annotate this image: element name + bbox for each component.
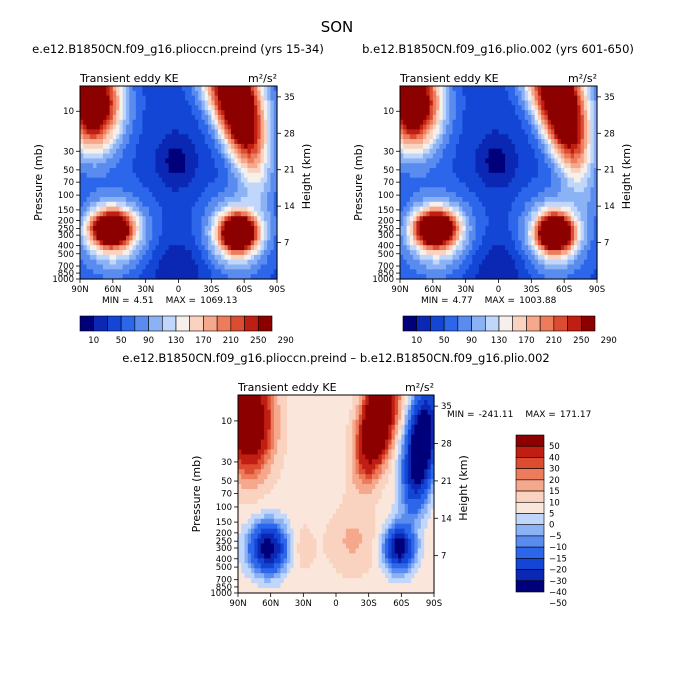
pressure-tick-label: 50 [63, 166, 74, 176]
pressure-tick-label: 100 [58, 191, 74, 201]
height-tick-label: 7 [604, 239, 609, 249]
latitude-tick-label: 60N [104, 285, 121, 295]
pressure-tick-label: 30 [63, 147, 74, 157]
latitude-tick-label: 60N [424, 285, 441, 295]
pressure-tick-label: 300 [378, 231, 394, 241]
figure-title: SON [321, 18, 354, 36]
latitude-axis: 90N 60N 30N 0 30S 60S 90S [391, 279, 605, 295]
pressure-tick-label: 150 [58, 206, 74, 216]
panel-title: b.e12.B1850CN.f09_g16.plio.002 (yrs 601-… [362, 42, 634, 56]
pressure-tick-label: 150 [378, 206, 394, 216]
height-tick-label: 7 [284, 239, 289, 249]
max-label: MAX = [166, 296, 197, 306]
pressure-tick-label: 30 [383, 147, 394, 157]
pressure-tick-label: 100 [378, 191, 394, 201]
height-axis-title: Height (km) [300, 144, 313, 210]
height-tick-label: 14 [604, 202, 615, 212]
pressure-tick-label: 300 [58, 231, 74, 241]
pressure-tick-label: 500 [58, 250, 74, 260]
field-cells [400, 86, 598, 280]
latitude-tick-label: 0 [496, 285, 501, 295]
max-value: 1003.88 [519, 296, 556, 306]
variable-label: Transient eddy KE [399, 72, 499, 85]
height-axis: 35 28 21 14 7 [277, 93, 295, 249]
min-value: 4.51 [134, 296, 154, 306]
min-max-readout: MIN = 4.51 MAX =1069.13 [102, 296, 237, 306]
latitude-tick-label: 30N [137, 285, 154, 295]
latitude-axis: 90N 60N 30N 0 30S 60S 90S [71, 279, 285, 295]
min-max-text: MIN = 4.77 MAX =1003.88 [421, 296, 557, 306]
min-label: MIN = [102, 296, 130, 306]
height-tick-label: 14 [284, 202, 295, 212]
latitude-tick-label: 90N [391, 285, 408, 295]
pressure-tick-label: 1000 [52, 275, 74, 285]
pressure-tick-label: 10 [63, 107, 74, 117]
height-tick-label: 21 [284, 166, 295, 176]
latitude-tick-label: 30S [203, 285, 219, 295]
latitude-tick-label: 30S [523, 285, 539, 295]
panel-title: e.e12.B1850CN.f09_g16.plioccn.preind (yr… [32, 42, 324, 56]
max-label: MAX = [485, 296, 516, 306]
min-max-text: MIN = 4.51 MAX =1069.13 [102, 296, 237, 306]
pressure-axis-title: Pressure (mb) [32, 144, 45, 221]
latitude-tick-label: 60S [556, 285, 572, 295]
latitude-tick-label: 90N [71, 285, 88, 295]
latitude-tick-label: 30N [457, 285, 474, 295]
panel-b: 1030507010015020025030040050070085010003… [352, 42, 634, 306]
height-tick-label: 35 [284, 93, 295, 103]
latitude-tick-label: 0 [176, 285, 181, 295]
pressure-axis-title: Pressure (mb) [352, 144, 365, 221]
max-value: 1069.13 [200, 296, 237, 306]
pressure-tick-label: 1000 [372, 275, 394, 285]
pressure-tick-label: 10 [383, 107, 394, 117]
pressure-tick-label: 70 [383, 178, 394, 188]
units-label: m²/s² [568, 72, 597, 85]
height-tick-label: 35 [604, 93, 615, 103]
field-cells [238, 395, 435, 594]
latitude-tick-label: 60S [236, 285, 252, 295]
height-axis: 35 28 21 14 7 [597, 93, 615, 249]
field-cells [80, 86, 278, 280]
min-value: 4.77 [453, 296, 473, 306]
variable-label: Transient eddy KE [79, 72, 179, 85]
latitude-tick-label: 90S [269, 285, 285, 295]
latitude-tick-label: 90S [589, 285, 605, 295]
pressure-tick-label: 500 [378, 250, 394, 260]
panel-a: 1030507010015020025030040050070085010003… [32, 42, 324, 306]
height-tick-label: 28 [604, 129, 615, 139]
pressure-tick-label: 50 [383, 166, 394, 176]
height-axis-title: Height (km) [620, 144, 633, 210]
min-label: MIN = [421, 296, 449, 306]
height-tick-label: 21 [604, 166, 615, 176]
units-label: m²/s² [248, 72, 277, 85]
min-max-readout: MIN = 4.77 MAX =1003.88 [421, 296, 557, 306]
height-tick-label: 28 [284, 129, 295, 139]
pressure-tick-label: 70 [63, 178, 74, 188]
